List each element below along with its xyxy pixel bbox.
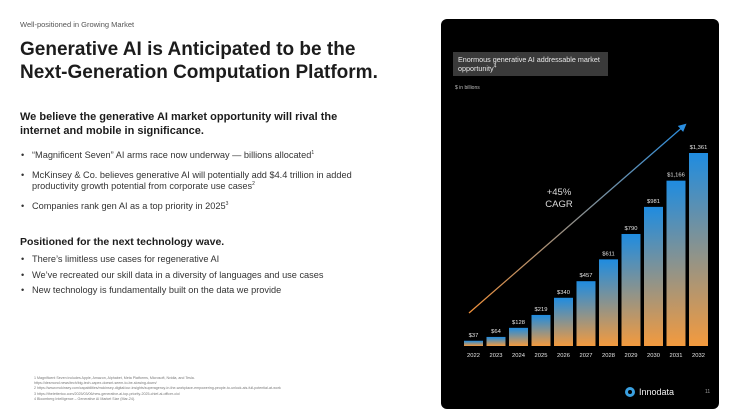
x-tick-label: 2031 [670,353,683,359]
x-tick-label: 2022 [467,353,480,359]
bar-2025 [531,314,551,346]
bar-value-label: $128 [512,320,525,326]
cagr-value: +45% [546,187,572,198]
x-tick-label: 2029 [625,353,638,359]
footnote-ref: 4 [493,63,497,70]
bar-2024 [509,327,528,346]
chart-title: Enormous generative AI addressable marke… [453,52,608,76]
x-tick-label: 2026 [557,353,570,359]
chart-panel: Enormous generative AI addressable marke… [441,19,719,409]
bullet-text: McKinsey & Co. believes generative AI wi… [32,169,352,192]
footnote-ref: 3 [225,200,229,207]
bullet-item: “Magnificent Seven” AI arms race now und… [20,150,370,162]
footnote-line: 1 Magnificent Seven includes Apple, Amaz… [34,376,195,380]
bar-value-label: $340 [557,290,570,296]
chart-title-text: Enormous generative AI addressable marke… [458,55,600,73]
bullet-item: McKinsey & Co. believes generative AI wi… [20,170,370,193]
page-number: 11 [705,389,711,395]
innodata-logo-icon [625,387,635,397]
bar-2030 [644,206,663,346]
footnote-ref: 2 [252,180,255,187]
x-tick-label: 2028 [602,353,615,359]
bullet-item: New technology is fundamentally built on… [20,285,370,297]
bar-2028 [599,259,618,346]
footnote-line: 4 Bloomberg Intelligence – Generative AI… [34,396,136,401]
footnote-ref: 1 [311,149,315,156]
footnote-line: 3 https://thelettertoo.com/2025/03/06/ne… [34,391,180,396]
bar-value-label: $1,166 [667,173,685,179]
footnote-line: https://desmond.news/tech/big-tech-capex… [34,381,157,386]
bullet-list-positioning: There’s limitless use cases for regenera… [20,254,370,301]
eyebrow: Well-positioned in Growing Market [20,20,135,29]
unit-label: $ in billions [455,85,480,91]
footnote-line: 2 https://www.mckinsey.com/capabilities/… [34,386,281,391]
bar-value-label: $981 [647,199,660,205]
bar-value-label: $611 [602,251,614,257]
bullet-text: “Magnificent Seven” AI arms race now und… [32,150,312,160]
bar-2031 [666,180,686,346]
x-tick-label: 2030 [647,353,660,359]
bar-2029 [621,233,641,346]
bar-value-label: $457 [580,273,593,279]
x-tick-label: 2025 [535,353,548,359]
bar-value-label: $37 [469,333,479,339]
bullet-item: Companies rank gen AI as a top priority … [20,201,370,213]
bullet-list-market: “Magnificent Seven” AI arms race now und… [20,150,370,220]
bullet-text: Companies rank gen AI as a top priority … [32,200,226,211]
bar-2026 [554,297,573,346]
section-subhead: Positioned for the next technology wave. [20,236,225,248]
lead-statement: We believe the generative AI market oppo… [20,111,338,137]
growth-arrow [468,123,687,314]
bar-2027 [576,281,596,346]
bar-value-label: $219 [535,307,548,313]
x-tick-label: 2023 [490,353,503,359]
x-tick-label: 2032 [692,353,705,359]
brand-logo: Innodata [625,387,674,397]
bar-chart: $37 2022 $64 2023 $128 2024 $219 2025 $340 2026 $4… [464,123,708,359]
bar-value-label: $1,361 [690,145,708,151]
x-tick-label: 2024 [512,353,526,359]
page-title: Generative AI is Anticipated to be the N… [20,39,378,83]
footnotes: 1 Magnificent Seven includes Apple, Amaz… [34,376,374,402]
bar-2032 [689,153,708,346]
bar-2023 [486,336,506,346]
brand-name: Innodata [639,387,675,397]
cagr-annotation: +45% CAGR [534,187,584,211]
cagr-label: CAGR [545,199,573,210]
bullet-item: There’s limitless use cases for regenera… [20,254,370,266]
bullet-item: We’ve recreated our skill data in a dive… [20,270,370,282]
bar-value-label: $64 [491,329,501,335]
x-tick-label: 2027 [580,353,593,359]
bar-2022 [464,340,483,346]
bar-value-label: $790 [625,226,638,232]
